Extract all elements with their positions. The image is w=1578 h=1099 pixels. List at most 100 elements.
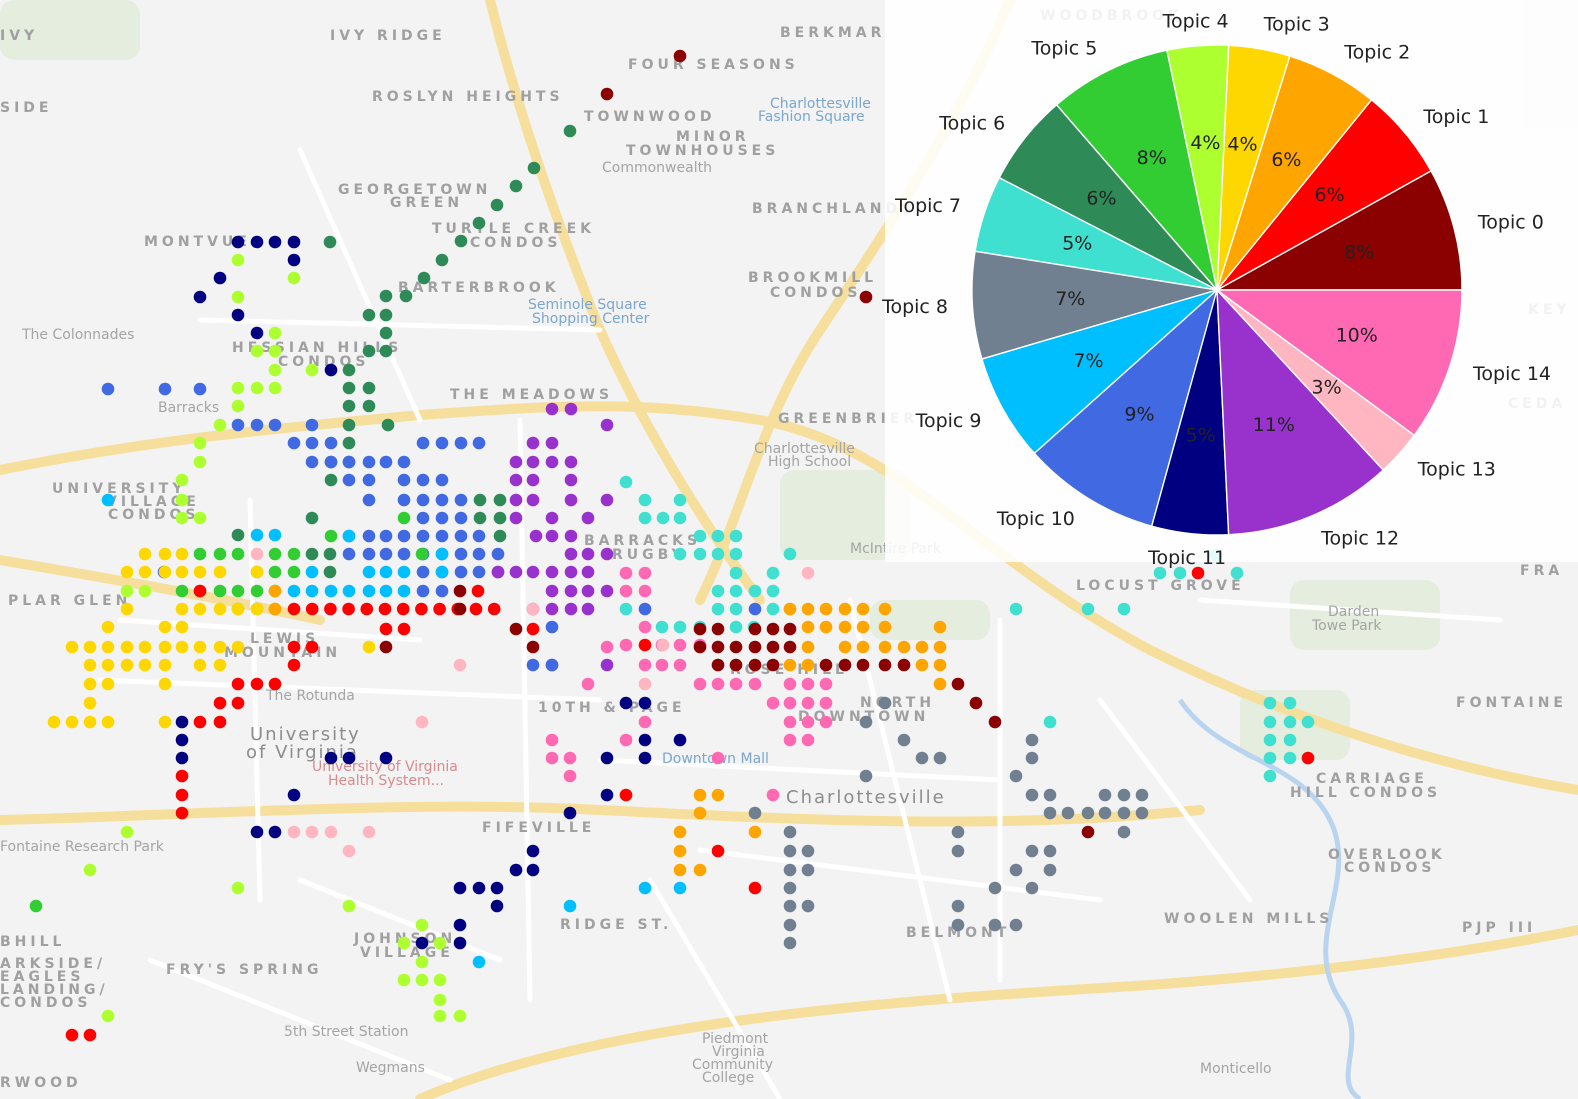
topic-dot [563,769,577,783]
topic-dot [563,806,577,820]
topic-dot [619,584,633,598]
topic-dot [878,620,892,634]
topic-dot [1081,602,1095,616]
topic-dot [600,640,614,654]
topic-dot [435,584,449,598]
topic-dot [175,640,189,654]
topic-dot [362,473,376,487]
place-label: Towe Park [1311,618,1382,634]
topic-dot [454,493,468,507]
pie-topic-label: Topic 10 [996,508,1075,530]
topic-dot [138,640,152,654]
topic-dot [305,363,319,377]
place-label: CONDOS [770,285,862,301]
pie-slice [1214,169,1463,291]
topic-dot [416,436,430,450]
topic-dot [453,918,467,932]
topic-dot [1153,566,1167,580]
topic-dot [379,326,393,340]
topic-dot [1117,788,1131,802]
topic-dot [490,881,504,895]
topic-dot [655,620,669,634]
topic-dot [673,733,687,747]
topic-dot [859,290,873,304]
topic-dot [397,973,411,987]
topic-dot [454,547,468,561]
topic-dot [193,584,207,598]
topic-dot [1263,715,1277,729]
topic-dot [1043,863,1057,877]
topic-dot [83,658,97,672]
topic-dot [287,640,301,654]
topic-dot [193,640,207,654]
topic-dot [453,602,467,616]
topic-dot [250,825,264,839]
topic-dot [856,620,870,634]
topic-dot [915,658,929,672]
topic-dot [729,547,743,561]
topic-dot [324,455,338,469]
street [297,147,423,423]
topic-dot [711,677,725,691]
topic-dot [933,620,947,634]
street [97,677,603,703]
topic-dot [399,289,413,303]
pie-slice [981,289,1218,455]
topic-dot [250,418,264,432]
place-label: HILL CONDOS [1290,785,1441,801]
topic-dot [1025,751,1039,765]
topic-dot [268,363,282,377]
topic-dot [711,529,725,543]
topic-dot [487,602,501,616]
topic-dot [433,1009,447,1023]
topic-dot [545,751,559,765]
topic-dot [748,825,762,839]
pie-topic-label: Topic 13 [1417,459,1496,481]
topic-dot [47,715,61,729]
topic-dot [453,1009,467,1023]
pie-percent-label: 6% [1315,184,1345,206]
topic-dot [526,863,540,877]
topic-dot [619,733,633,747]
topic-dot [454,436,468,450]
topic-dot [933,677,947,691]
topic-dot [138,658,152,672]
topic-dot [1081,825,1095,839]
topic-dot [435,565,449,579]
topic-dot [600,658,614,672]
topic-dot [1283,733,1297,747]
place-label: Charlottesville [770,96,871,112]
topic-dot [250,584,264,598]
topic-dot [581,511,595,525]
topic-dot [988,715,1002,729]
topic-dot [819,696,833,710]
place-label: LOCUST GROVE [1076,578,1245,594]
pie-topic-label: Topic 5 [1030,38,1097,60]
topic-dot [231,290,245,304]
topic-dot [1263,769,1277,783]
place-label: OVERLOOK [1328,847,1446,863]
place-label: VILLAGE [106,494,200,510]
topic-dot [673,620,687,634]
topic-dot [453,881,467,895]
place-label: ROSLYN HEIGHTS [372,89,564,105]
topic-dot [600,418,614,432]
pie-slice [1055,49,1219,293]
topic-dot [600,584,614,598]
topic-dot [711,602,725,616]
topic-dot [231,677,245,691]
pie-percent-label: 8% [1137,147,1167,169]
topic-dot [83,696,97,710]
topic-dot [638,751,652,765]
topic-dot [360,602,374,616]
topic-dot [101,677,115,691]
topic-dot [988,918,1002,932]
highway [415,925,1578,1099]
place-label: CONDOS [0,995,92,1011]
topic-dot [342,436,356,450]
topic-dot [564,529,578,543]
place-label: RUGBY [612,547,686,563]
pie-percent-label: 6% [1271,149,1301,171]
topic-dot [435,473,449,487]
topic-dot [379,455,393,469]
